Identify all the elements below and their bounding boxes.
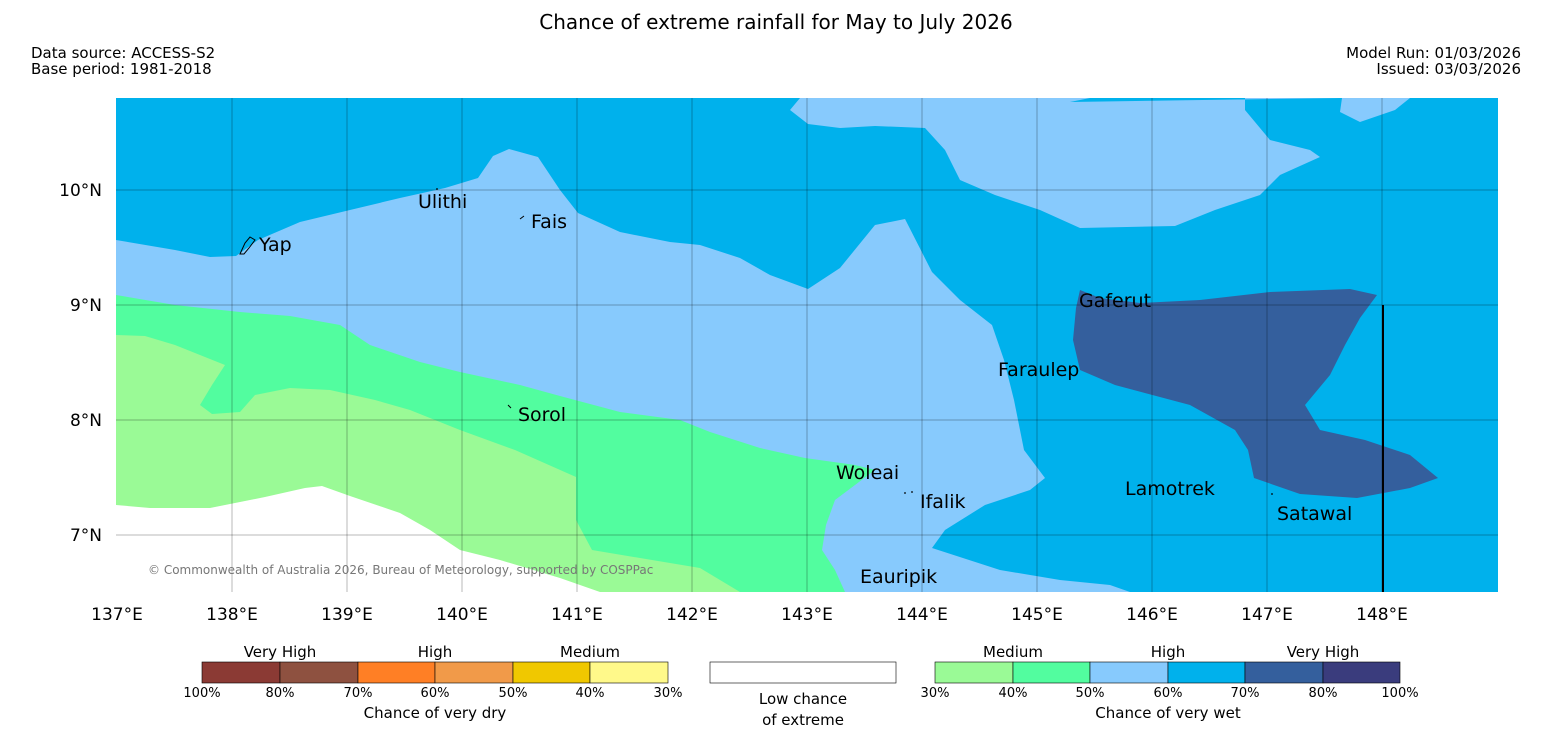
lat-label-9n: 9°N bbox=[70, 296, 102, 316]
place-label-faraulep: Faraulep bbox=[998, 359, 1079, 381]
dry-swatch bbox=[279, 661, 359, 684]
copyright-text: © Commonwealth of Australia 2026, Bureau… bbox=[148, 563, 653, 577]
low-chance-caption-line2: of extreme bbox=[762, 711, 844, 729]
place-label-woleai: Woleai bbox=[836, 462, 899, 484]
place-label-satawal: Satawal bbox=[1277, 503, 1352, 525]
zone-low-chance bbox=[116, 486, 600, 592]
low-chance-swatch bbox=[709, 661, 897, 684]
place-label-sorol: Sorol bbox=[518, 404, 566, 426]
dry-cat-high: High bbox=[418, 643, 452, 661]
graticule bbox=[116, 98, 1498, 592]
fais-island-icon bbox=[519, 215, 525, 220]
sorol-island-icon bbox=[507, 404, 512, 409]
base-period-text: Base period: 1981-2018 bbox=[31, 60, 212, 78]
wet-swatch bbox=[934, 661, 1014, 684]
wet-tick: 70% bbox=[1231, 686, 1260, 701]
place-label-yap: Yap bbox=[258, 234, 292, 256]
wet-cat-high: High bbox=[1151, 643, 1185, 661]
data-source-text: Data source: ACCESS-S2 bbox=[31, 44, 216, 62]
lon-label-146e: 146°E bbox=[1126, 605, 1178, 625]
wet-legend-caption: Chance of very wet bbox=[1095, 704, 1241, 722]
wet-tick: 50% bbox=[1076, 686, 1105, 701]
model-run-text: Model Run: 01/03/2026 bbox=[1346, 44, 1521, 62]
dry-tick: 40% bbox=[576, 686, 605, 701]
legend-very-wet: Medium High Very High 30% 40% 50% 60% 70… bbox=[921, 643, 1419, 722]
lon-label-142e: 142°E bbox=[666, 605, 718, 625]
lon-label-144e: 144°E bbox=[896, 605, 948, 625]
dry-swatch bbox=[434, 661, 514, 684]
dry-tick: 80% bbox=[266, 686, 295, 701]
dry-legend-caption: Chance of very dry bbox=[364, 704, 507, 722]
dry-tick: 30% bbox=[654, 686, 683, 701]
lat-label-10n: 10°N bbox=[59, 181, 102, 201]
lon-label-148e: 148°E bbox=[1356, 605, 1408, 625]
zone-wet-50-60-north bbox=[790, 98, 1410, 228]
low-chance-caption-line1: Low chance bbox=[759, 690, 847, 708]
dry-swatch bbox=[512, 661, 591, 684]
lon-label-138e: 138°E bbox=[206, 605, 258, 625]
wet-swatch bbox=[1089, 661, 1169, 684]
dry-tick: 50% bbox=[499, 686, 528, 701]
lon-label-147e: 147°E bbox=[1241, 605, 1293, 625]
lat-label-7n: 7°N bbox=[70, 526, 102, 546]
place-label-fais: Fais bbox=[531, 211, 567, 233]
wet-cat-very-high: Very High bbox=[1287, 643, 1360, 661]
wet-tick: 100% bbox=[1381, 686, 1418, 701]
wet-tick: 40% bbox=[999, 686, 1028, 701]
satawal-island-icon bbox=[1271, 493, 1273, 495]
wet-tick: 60% bbox=[1154, 686, 1183, 701]
dry-tick: 70% bbox=[344, 686, 373, 701]
dry-swatch bbox=[589, 661, 669, 684]
lon-label-145e: 145°E bbox=[1011, 605, 1063, 625]
wet-swatch bbox=[1322, 661, 1401, 684]
dry-tick: 100% bbox=[183, 686, 220, 701]
dry-cat-medium: Medium bbox=[560, 643, 620, 661]
place-label-gaferut: Gaferut bbox=[1079, 290, 1151, 312]
place-label-eauripik: Eauripik bbox=[860, 566, 937, 588]
model-run-info: Model Run: 01/03/2026 Issued: 03/03/2026 bbox=[1346, 45, 1521, 77]
dry-swatch bbox=[357, 661, 436, 684]
wet-tick: 30% bbox=[921, 686, 950, 701]
legend-very-dry: Very High High Medium 100% 80% 70% 60% 5… bbox=[183, 643, 682, 722]
wet-tick: 80% bbox=[1309, 686, 1338, 701]
wet-swatch bbox=[1244, 661, 1324, 684]
map-plot-area: © Commonwealth of Australia 2026, Bureau… bbox=[116, 98, 1498, 592]
legend-low-chance: Low chance of extreme bbox=[709, 661, 897, 729]
place-label-ulithi: Ulithi bbox=[418, 191, 467, 213]
place-label-lamotrek: Lamotrek bbox=[1125, 478, 1215, 500]
wet-cat-medium: Medium bbox=[983, 643, 1043, 661]
place-label-ifalik: Ifalik bbox=[920, 491, 966, 513]
lon-label-140e: 140°E bbox=[436, 605, 488, 625]
wet-swatch bbox=[1012, 661, 1091, 684]
chart-title: Chance of extreme rainfall for May to Ju… bbox=[539, 10, 1013, 34]
dry-tick: 60% bbox=[421, 686, 450, 701]
lon-label-143e: 143°E bbox=[781, 605, 833, 625]
lon-label-137e: 137°E bbox=[91, 605, 143, 625]
dry-cat-very-high: Very High bbox=[244, 643, 317, 661]
issued-text: Issued: 03/03/2026 bbox=[1376, 60, 1521, 78]
ulithi-island-icon bbox=[436, 188, 438, 190]
lat-label-8n: 8°N bbox=[70, 411, 102, 431]
yap-island-icon bbox=[239, 236, 256, 255]
lon-label-139e: 139°E bbox=[321, 605, 373, 625]
ifalik-island-icon bbox=[904, 492, 906, 494]
dry-swatch bbox=[201, 661, 281, 684]
zone-wet-70-80 bbox=[1073, 289, 1438, 498]
ifalik-island-icon-2 bbox=[911, 491, 913, 493]
data-source-info: Data source: ACCESS-S2 Base period: 1981… bbox=[31, 45, 215, 77]
lon-label-141e: 141°E bbox=[551, 605, 603, 625]
wet-swatch bbox=[1167, 661, 1246, 684]
